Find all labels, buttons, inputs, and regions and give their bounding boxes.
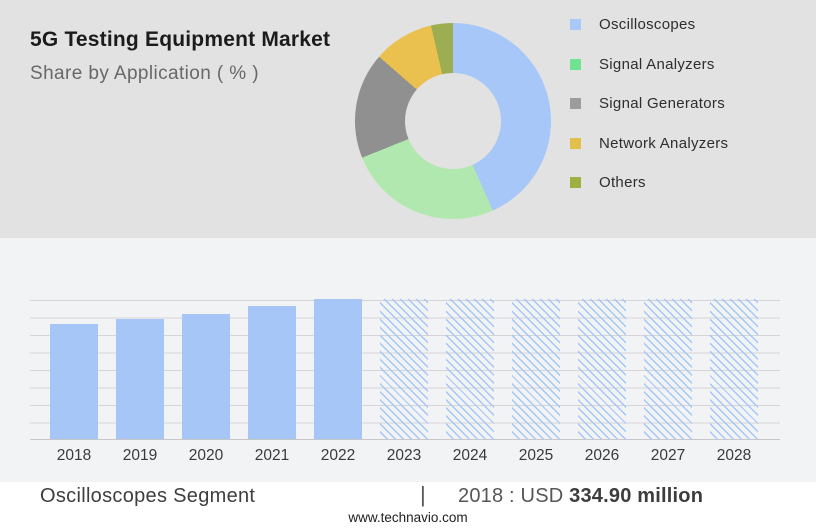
- x-axis-label-2018: 2018: [56, 447, 92, 464]
- x-axis-label-2027: 2027: [650, 447, 686, 464]
- legend-label: Oscilloscopes: [599, 16, 696, 33]
- legend-item-network-analyzers: Network Analyzers: [570, 134, 729, 152]
- x-axis-label-2021: 2021: [254, 447, 290, 464]
- x-axis-label-2025: 2025: [518, 447, 554, 464]
- bar-2028: [710, 299, 758, 439]
- legend-label: Others: [599, 174, 646, 191]
- legend-swatch-icon: [570, 58, 581, 70]
- title-block: 5G Testing Equipment Market Share by App…: [30, 28, 330, 85]
- bar-2021: [248, 306, 296, 439]
- stat-text: 2018 : USD 334.90 million: [458, 485, 703, 508]
- bar-2022: [314, 299, 362, 439]
- x-axis-label-2020: 2020: [188, 447, 224, 464]
- top-panel: 5G Testing Equipment Market Share by App…: [0, 0, 816, 238]
- bar-chart-panel: 2018 2019 2020 2021 2022 2023 2024 2025 2026 2027…: [0, 238, 816, 482]
- bar-2023: [380, 299, 428, 439]
- bar-2024: [446, 299, 494, 439]
- bar-2027: [644, 299, 692, 439]
- legend-item-signal-analyzers: Signal Analyzers: [570, 55, 728, 73]
- x-axis-label-2028: 2028: [716, 447, 752, 464]
- legend-item-signal-generators: Signal Generators: [570, 95, 728, 112]
- segment-label: Oscilloscopes Segment: [40, 485, 256, 507]
- bar-2018: [50, 323, 98, 439]
- page-subtitle: Share by Application ( % ): [30, 63, 260, 84]
- legend-label: Network Analyzers: [599, 134, 729, 152]
- bar-2025: [512, 299, 560, 439]
- legend-label: Signal Analyzers: [599, 55, 715, 73]
- x-axis-label-2023: 2023: [386, 447, 422, 464]
- legend-item-oscilloscopes: Oscilloscopes: [570, 16, 728, 33]
- legend-label: Signal Generators: [599, 95, 726, 112]
- donut-hole: [405, 73, 501, 169]
- bar-2026: [578, 299, 626, 439]
- bar-chart-plot: 2018 2019 2020 2021 2022 2023 2024 2025 2026 2027…: [30, 299, 780, 464]
- stat-prefix: 2018 : USD: [458, 485, 570, 507]
- x-axis-label-2019: 2019: [122, 447, 158, 464]
- x-axis-label-2022: 2022: [320, 447, 356, 464]
- donut-legend: Oscilloscopes Signal Analyzers Signal Gene…: [570, 16, 729, 217]
- x-axis-label-2026: 2026: [584, 447, 620, 464]
- legend-swatch-icon: [570, 98, 581, 109]
- donut-chart: [355, 23, 551, 219]
- legend-swatch-icon: [570, 177, 581, 188]
- stat-value: 334.90 million: [569, 485, 704, 507]
- separator-bar: |: [420, 482, 426, 507]
- website-url: www.technavio.com: [348, 510, 468, 525]
- legend-swatch-icon: [570, 137, 581, 149]
- footnote-panel: Oscilloscopes Segment | 2018 : USD 334.9…: [0, 482, 816, 528]
- bar-2019: [116, 319, 164, 439]
- legend-item-others: Others: [570, 174, 728, 191]
- x-axis-label-2024: 2024: [452, 447, 488, 464]
- page-title: 5G Testing Equipment Market: [30, 28, 331, 51]
- legend-swatch-icon: [570, 19, 581, 30]
- bar-2020: [182, 313, 230, 439]
